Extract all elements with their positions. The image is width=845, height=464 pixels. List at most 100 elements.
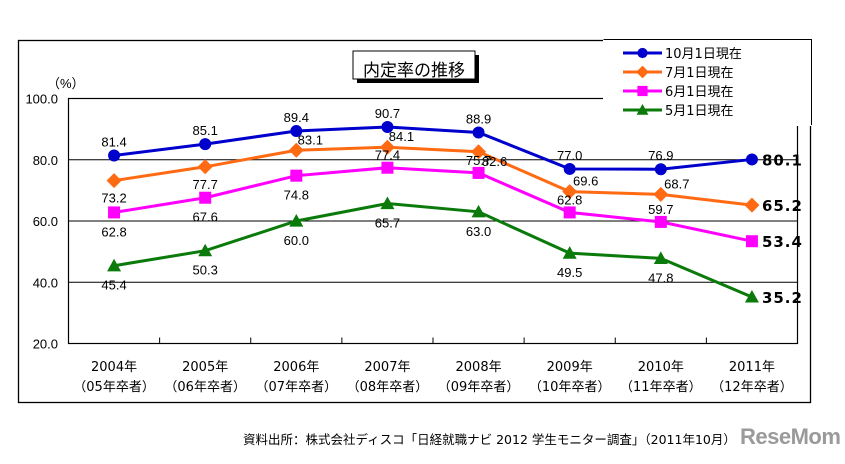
- data-label: 63.0: [466, 224, 491, 239]
- legend-item: 6月1日現在: [623, 85, 734, 100]
- data-label: 77.7: [193, 177, 218, 192]
- data-label: 89.4: [284, 110, 309, 125]
- marker-square: [563, 206, 576, 219]
- data-label: 82.6: [482, 154, 507, 169]
- marker-diamond: [197, 159, 213, 175]
- x-category-label: 2006年: [273, 360, 319, 375]
- chart-frame: [17, 39, 812, 404]
- marker-triangle: [744, 289, 759, 303]
- marker-square: [637, 85, 648, 97]
- marker-square: [472, 166, 485, 179]
- series-line: [113, 202, 753, 299]
- marker-triangle: [107, 258, 122, 272]
- y-tick-label: 40.0: [33, 275, 58, 290]
- data-label: 81.4: [101, 134, 126, 149]
- series-triangle: [107, 196, 759, 303]
- data-label: 83.1: [298, 132, 323, 147]
- legend-label: 7月1日現在: [665, 66, 734, 81]
- data-label: 84.1: [389, 129, 414, 144]
- series-line: [113, 145, 753, 207]
- chart-title-box: 内定率の推移: [352, 50, 479, 83]
- marker-diamond: [288, 142, 304, 158]
- marker-diamond: [106, 173, 122, 189]
- marker-circle: [563, 162, 576, 175]
- data-label: 65.7: [375, 216, 400, 231]
- data-label: 67.6: [193, 210, 218, 225]
- marker-square: [108, 206, 121, 219]
- series-square: [108, 161, 758, 248]
- x-category-label: 2005年: [182, 360, 228, 375]
- x-category-sublabel: （07年卒者）: [256, 380, 338, 395]
- marker-circle: [472, 126, 485, 139]
- marker-circle: [654, 163, 667, 176]
- marker-circle: [290, 124, 303, 137]
- marker-triangle: [562, 246, 577, 259]
- legend-item: 10月1日現在: [623, 47, 742, 62]
- x-category-sublabel: （10年卒者）: [529, 380, 611, 395]
- x-category-sublabel: （06年卒者）: [164, 380, 246, 395]
- marker-diamond: [744, 197, 760, 213]
- x-category-sublabel: （09年卒者）: [438, 380, 520, 395]
- series-circle: [108, 120, 758, 176]
- marker-square: [381, 161, 394, 174]
- marker-square: [654, 215, 667, 228]
- data-label: 80.1: [762, 151, 803, 169]
- y-tick-label: 80.0: [33, 153, 58, 168]
- x-category-sublabel: （11年卒者）: [620, 380, 702, 395]
- series-line: [113, 125, 753, 171]
- marker-circle: [381, 120, 394, 133]
- x-category-label: 2008年: [456, 360, 502, 375]
- y-tick-label: 20.0: [33, 337, 58, 352]
- x-category-label: 2010年: [638, 360, 684, 375]
- source-note: 資料出所：株式会社ディスコ「日経就職ナビ 2012 学生モニター調査」（2011…: [243, 432, 736, 447]
- watermark-logo: ReseMom: [740, 424, 841, 449]
- data-label: 76.9: [648, 148, 673, 163]
- marker-triangle: [198, 243, 213, 257]
- data-label: 75.7: [466, 153, 491, 168]
- marker-diamond: [379, 139, 395, 155]
- data-label: 85.1: [193, 123, 218, 138]
- data-label: 73.2: [101, 191, 126, 206]
- marker-diamond: [471, 144, 487, 160]
- x-category-label: 2011年: [729, 360, 775, 375]
- marker-diamond: [562, 184, 578, 200]
- series-diamond: [106, 139, 760, 213]
- legend-item: 5月1日現在: [623, 104, 734, 119]
- y-axis-unit: （%）: [47, 76, 85, 91]
- legend-label: 6月1日現在: [665, 85, 734, 100]
- data-label: 60.0: [284, 233, 309, 248]
- legend-label: 5月1日現在: [665, 104, 734, 119]
- legend-label: 10月1日現在: [665, 47, 742, 62]
- x-category-label: 2009年: [547, 360, 593, 375]
- data-label: 35.2: [762, 289, 803, 307]
- data-label: 69.6: [573, 174, 598, 189]
- marker-diamond: [653, 186, 669, 202]
- data-label: 68.7: [664, 176, 689, 191]
- data-label: 88.9: [466, 111, 491, 126]
- y-tick-label: 60.0: [33, 214, 58, 229]
- data-label: 65.2: [762, 197, 803, 215]
- data-label: 77.0: [557, 148, 582, 163]
- marker-square: [199, 191, 212, 204]
- marker-square: [745, 235, 758, 248]
- data-label: 49.5: [557, 265, 582, 280]
- data-label: 62.8: [101, 224, 126, 239]
- legend-item: 7月1日現在: [623, 65, 734, 81]
- data-label: 53.4: [762, 233, 803, 251]
- legend: 10月1日現在 7月1日現在 6月1日現在 5月1日現在: [603, 39, 812, 126]
- marker-circle: [199, 138, 212, 151]
- data-label: 47.8: [648, 270, 673, 285]
- x-category-label: 2004年: [91, 360, 137, 375]
- marker-square: [290, 169, 303, 182]
- x-category-label: 2007年: [364, 360, 410, 375]
- data-label: 77.4: [375, 148, 400, 163]
- marker-diamond: [636, 65, 649, 79]
- x-category-sublabel: （08年卒者）: [347, 380, 429, 395]
- marker-circle: [108, 149, 121, 162]
- x-category-sublabel: （05年卒者）: [73, 380, 155, 395]
- data-label: 90.7: [375, 106, 400, 121]
- marker-triangle: [471, 204, 486, 218]
- chart-title: 内定率の推移: [363, 61, 465, 81]
- data-label: 74.8: [284, 188, 309, 203]
